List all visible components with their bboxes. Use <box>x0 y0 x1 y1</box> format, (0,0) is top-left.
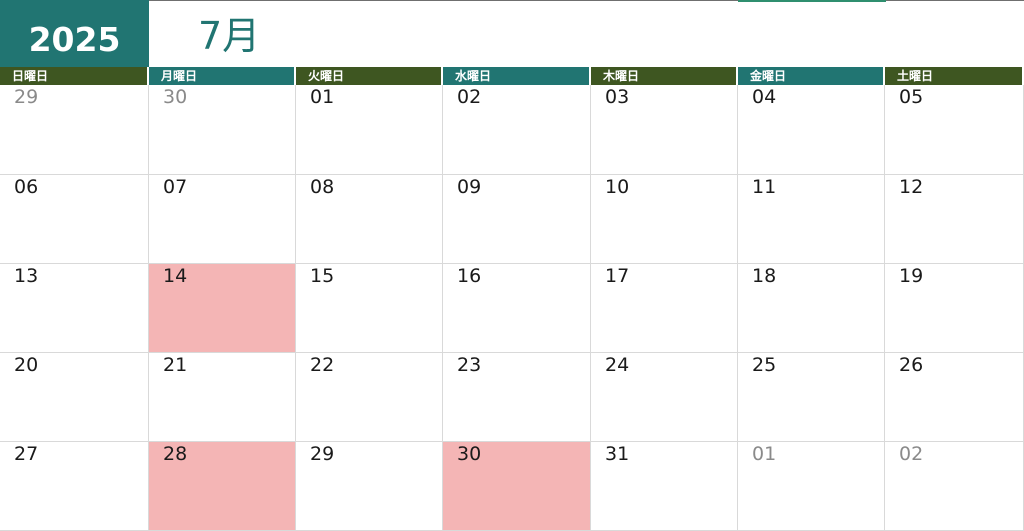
day-number: 21 <box>163 354 188 376</box>
day-number: 14 <box>163 265 188 287</box>
day-number: 28 <box>163 443 188 465</box>
weekday-header-1[interactable]: 月曜日 <box>149 67 296 85</box>
day-number: 11 <box>752 176 777 198</box>
day-cell[interactable]: 14 <box>149 264 296 353</box>
day-number: 29 <box>310 443 335 465</box>
active-column-indicator <box>738 0 886 2</box>
day-cell[interactable]: 09 <box>443 175 591 264</box>
day-cell[interactable]: 28 <box>149 442 296 531</box>
day-number: 04 <box>752 86 777 108</box>
day-cell[interactable]: 01 <box>738 442 885 531</box>
day-number: 30 <box>163 86 188 108</box>
day-cell[interactable]: 04 <box>738 85 885 175</box>
day-cell[interactable]: 29 <box>0 85 149 175</box>
day-cell[interactable]: 15 <box>296 264 443 353</box>
day-cell[interactable]: 05 <box>885 85 1024 175</box>
day-number: 29 <box>14 86 39 108</box>
day-cell[interactable]: 01 <box>296 85 443 175</box>
day-number: 27 <box>14 443 39 465</box>
day-number: 20 <box>14 354 39 376</box>
day-number: 02 <box>457 86 482 108</box>
day-cell[interactable]: 19 <box>885 264 1024 353</box>
weekday-header-0[interactable]: 日曜日 <box>0 67 149 85</box>
day-cell[interactable]: 20 <box>0 353 149 442</box>
day-number: 02 <box>899 443 924 465</box>
day-cell[interactable]: 30 <box>443 442 591 531</box>
day-number: 24 <box>605 354 630 376</box>
day-cell[interactable]: 12 <box>885 175 1024 264</box>
weekday-header-2[interactable]: 火曜日 <box>296 67 443 85</box>
day-number: 01 <box>752 443 777 465</box>
day-cell[interactable]: 22 <box>296 353 443 442</box>
day-number: 08 <box>310 176 335 198</box>
day-cell[interactable]: 16 <box>443 264 591 353</box>
day-number: 26 <box>899 354 924 376</box>
day-cell[interactable]: 02 <box>443 85 591 175</box>
day-cell[interactable]: 29 <box>296 442 443 531</box>
day-cell[interactable]: 10 <box>591 175 738 264</box>
day-cell[interactable]: 24 <box>591 353 738 442</box>
day-number: 12 <box>899 176 924 198</box>
day-cell[interactable]: 27 <box>0 442 149 531</box>
day-cell[interactable]: 11 <box>738 175 885 264</box>
day-cell[interactable]: 06 <box>0 175 149 264</box>
day-cell[interactable]: 26 <box>885 353 1024 442</box>
weekday-header-row: 日曜日 月曜日 火曜日 水曜日 木曜日 金曜日 土曜日 <box>0 67 1024 85</box>
day-number: 10 <box>605 176 630 198</box>
day-number: 07 <box>163 176 188 198</box>
day-cell[interactable]: 31 <box>591 442 738 531</box>
day-number: 01 <box>310 86 335 108</box>
weekday-header-4[interactable]: 木曜日 <box>591 67 738 85</box>
day-number: 03 <box>605 86 630 108</box>
day-number: 06 <box>14 176 39 198</box>
day-number: 22 <box>310 354 335 376</box>
day-cell[interactable]: 08 <box>296 175 443 264</box>
day-number: 16 <box>457 265 482 287</box>
year-cell[interactable]: 2025 <box>0 0 149 67</box>
day-cell[interactable]: 21 <box>149 353 296 442</box>
day-cell[interactable]: 18 <box>738 264 885 353</box>
calendar-grid: 29 30 01 02 03 04 05 06 07 08 09 10 11 12 13 14 15 16 17 18… <box>0 85 1024 531</box>
day-cell[interactable]: 23 <box>443 353 591 442</box>
month-cell[interactable]: 7月 <box>198 14 261 58</box>
day-number: 31 <box>605 443 630 465</box>
day-cell[interactable]: 07 <box>149 175 296 264</box>
day-number: 19 <box>899 265 924 287</box>
day-number: 15 <box>310 265 335 287</box>
weekday-header-6[interactable]: 土曜日 <box>885 67 1024 85</box>
weekday-header-5[interactable]: 金曜日 <box>738 67 885 85</box>
day-cell[interactable]: 13 <box>0 264 149 353</box>
day-number: 30 <box>457 443 482 465</box>
day-cell[interactable]: 17 <box>591 264 738 353</box>
weekday-header-3[interactable]: 水曜日 <box>443 67 591 85</box>
day-cell[interactable]: 30 <box>149 85 296 175</box>
day-number: 05 <box>899 86 924 108</box>
day-cell[interactable]: 03 <box>591 85 738 175</box>
day-number: 23 <box>457 354 482 376</box>
day-cell[interactable]: 25 <box>738 353 885 442</box>
day-number: 25 <box>752 354 777 376</box>
day-number: 13 <box>14 265 39 287</box>
day-number: 18 <box>752 265 777 287</box>
day-number: 09 <box>457 176 482 198</box>
day-number: 17 <box>605 265 630 287</box>
day-cell[interactable]: 02 <box>885 442 1024 531</box>
sheet-top-border <box>0 0 1024 1</box>
